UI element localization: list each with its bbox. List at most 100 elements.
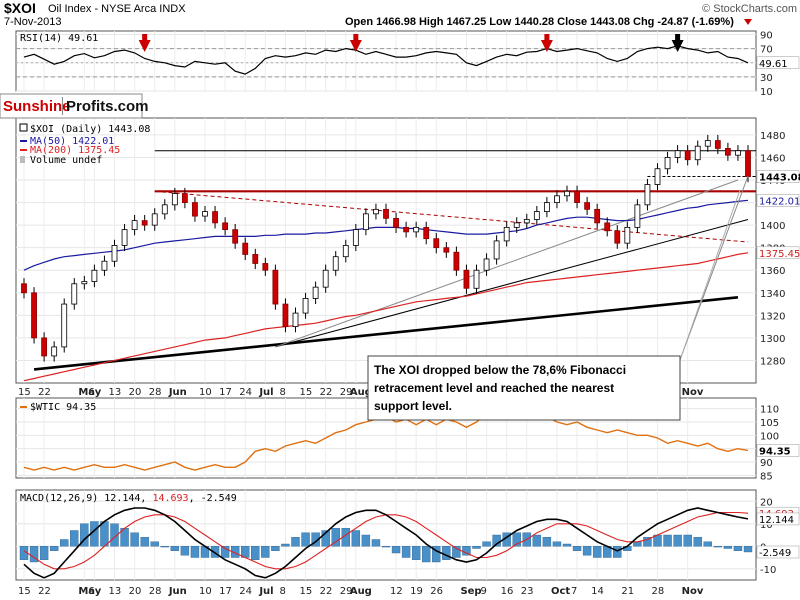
macd-histogram-bar	[150, 541, 159, 547]
candle	[192, 202, 198, 217]
x-tick-label-bottom: 15	[18, 586, 31, 597]
macd-histogram-bar	[251, 546, 260, 560]
macd-histogram-bar	[673, 534, 682, 547]
macd-histogram-bar	[572, 546, 582, 551]
candle	[674, 150, 681, 158]
x-tick-label-bottom: 14	[591, 586, 604, 597]
x-tick-label-bottom: 29	[340, 586, 353, 597]
macd-histogram-bar	[713, 546, 723, 548]
candle	[554, 195, 560, 203]
macd-histogram-bar	[633, 541, 642, 547]
annotation-line-1: The XOI dropped below the 78,6% Fibonacc…	[374, 363, 626, 377]
y-tick-label: 1340	[760, 289, 785, 300]
x-tick-label-bottom: 22	[320, 586, 333, 597]
candle	[423, 226, 430, 240]
candle	[21, 283, 27, 294]
candle	[614, 230, 621, 244]
macd-histogram-bar	[472, 546, 481, 549]
x-tick-label-bottom: 24	[239, 586, 252, 597]
candle	[41, 337, 48, 357]
candle	[403, 226, 410, 233]
candle	[272, 269, 279, 305]
x-tick-label-bottom: 13	[109, 586, 122, 597]
candle	[131, 220, 138, 231]
x-tick-label-bottom: 10	[199, 586, 212, 597]
candle	[232, 229, 239, 244]
y-tick-label: 1300	[760, 334, 785, 345]
y-tick-label: 1320	[760, 311, 785, 322]
macd-histogram-bar	[703, 541, 712, 547]
candle	[302, 298, 309, 314]
macd-histogram-bar	[452, 546, 461, 558]
candle	[463, 269, 470, 289]
rsi-arrow-stem	[142, 34, 148, 41]
candle	[694, 145, 701, 161]
x-tick-label: Jun	[168, 387, 187, 398]
macd-histogram-bar	[100, 521, 109, 547]
candle	[604, 222, 611, 232]
legend-volume-icon	[20, 156, 25, 163]
price-panel: 1480146014401420140013801360134013201300…	[15, 117, 800, 384]
x-tick-label-bottom: 28	[149, 586, 162, 597]
macd-legend-part: MACD(12,26,9) 12.144,	[20, 493, 152, 504]
macd-histogram-bar	[281, 543, 290, 547]
x-tick-label-bottom: Nov	[682, 586, 704, 597]
macd-histogram-bar	[210, 546, 220, 558]
candle	[594, 208, 601, 224]
macd-histogram-bar	[442, 546, 451, 560]
macd-histogram-bar	[381, 546, 391, 548]
svg-text:Sunshine: Sunshine	[3, 98, 71, 115]
macd-histogram-bar	[482, 541, 491, 547]
candle	[141, 220, 148, 226]
x-tick-label-bottom: 7	[571, 586, 577, 597]
candle	[373, 208, 379, 215]
x-tick-label-bottom: 8	[279, 586, 285, 597]
macd-histogram-bar	[361, 534, 371, 547]
macd-line	[23, 507, 749, 579]
y-tick-label: 20	[760, 497, 773, 508]
annotation-line-2: retracement level and reached the neares…	[374, 381, 614, 395]
candle	[473, 269, 480, 289]
x-tick-label: 22	[320, 387, 333, 398]
macd-histogram-bar	[512, 532, 521, 547]
candle	[453, 251, 460, 271]
macd-histogram-bar	[170, 546, 180, 551]
x-tick-label: 8	[279, 387, 285, 398]
y-tick-label: 1480	[760, 131, 785, 142]
macd-histogram-bar	[391, 546, 401, 554]
last-value-box	[756, 545, 800, 559]
candle	[523, 219, 530, 224]
last-value-label: 1422.01	[759, 196, 800, 207]
macd-histogram-bar	[683, 534, 692, 547]
y-tick-label: 110	[760, 405, 779, 416]
y-tick-label: 100	[760, 431, 779, 442]
x-tick-label-bottom: May	[78, 586, 101, 597]
y-tick-label: 1460	[760, 153, 785, 164]
last-value-box	[756, 512, 800, 526]
macd-histogram-bar	[733, 546, 743, 551]
macd-histogram-bar	[422, 546, 431, 563]
macd-legend: MACD(12,26,9) 12.144, 14.693, -2.549	[20, 493, 237, 504]
x-tick-label-bottom: Jul	[258, 586, 273, 597]
candle	[383, 208, 389, 219]
macd-histogram-bar	[110, 523, 119, 547]
y-tick-label: 90	[760, 31, 773, 42]
x-tick-label-bottom: 16	[501, 586, 514, 597]
candle	[262, 263, 269, 271]
x-tick-label-bottom: 9	[481, 586, 487, 597]
x-tick-label: Jul	[258, 387, 273, 398]
sunshine-profits-logo: Sunshine Profits.com	[0, 93, 149, 119]
macd-panel-frame	[15, 489, 757, 581]
rsi-line	[23, 45, 749, 75]
x-tick-label-bottom: 17	[219, 586, 232, 597]
macd-histogram-bar	[351, 530, 361, 547]
candle	[362, 213, 369, 231]
last-value-box	[756, 194, 800, 207]
x-tick-label-bottom: 19	[410, 586, 423, 597]
rsi-arrow-icon	[671, 40, 684, 52]
candle	[503, 226, 510, 242]
rsi-arrow-icon	[138, 40, 151, 52]
x-tick-label-bottom: 21	[621, 586, 634, 597]
last-value-label: 49.61	[759, 59, 788, 70]
